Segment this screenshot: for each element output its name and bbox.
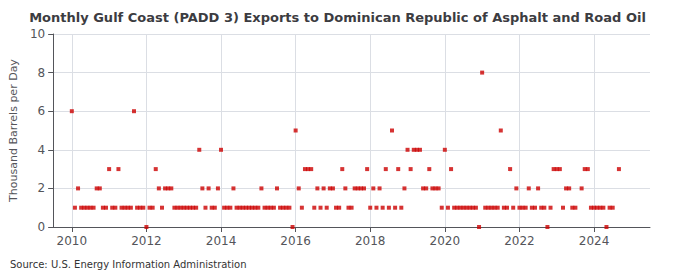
svg-text:2020: 2020 — [430, 234, 461, 248]
svg-text:2022: 2022 — [504, 234, 535, 248]
svg-text:Monthly Gulf Coast (PADD 3) Ex: Monthly Gulf Coast (PADD 3) Exports to D… — [29, 10, 646, 25]
svg-text:4: 4 — [38, 143, 46, 157]
svg-text:2: 2 — [38, 181, 46, 195]
svg-text:10: 10 — [30, 27, 45, 41]
svg-text:2014: 2014 — [206, 234, 237, 248]
svg-text:Source: U.S. Energy Informatio: Source: U.S. Energy Information Administ… — [10, 259, 247, 270]
svg-text:Thousand Barrels per Day: Thousand Barrels per Day — [7, 59, 20, 203]
svg-text:2010: 2010 — [57, 234, 88, 248]
svg-text:0: 0 — [38, 220, 46, 234]
svg-text:2018: 2018 — [355, 234, 386, 248]
svg-text:6: 6 — [38, 104, 46, 118]
svg-text:8: 8 — [38, 66, 46, 80]
svg-text:2024: 2024 — [579, 234, 610, 248]
svg-text:2016: 2016 — [280, 234, 311, 248]
svg-text:2012: 2012 — [131, 234, 162, 248]
